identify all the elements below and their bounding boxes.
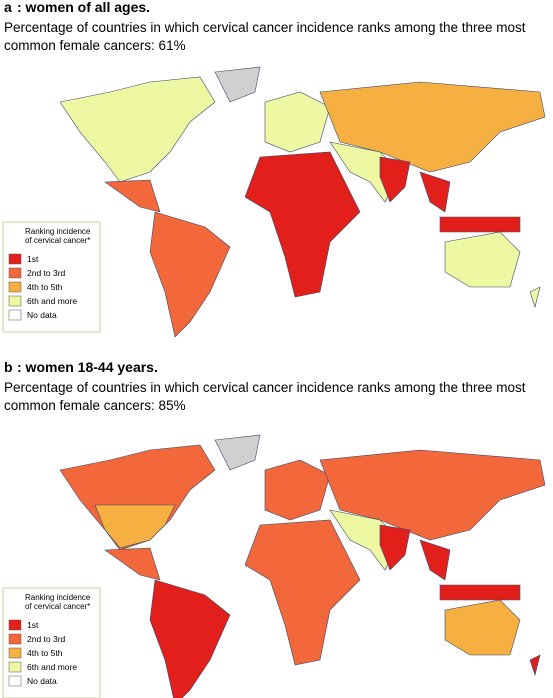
legend-label: 2nd to 3rd bbox=[27, 634, 66, 644]
legend-label: 1st bbox=[27, 620, 39, 630]
legend-swatch bbox=[8, 647, 22, 659]
legend-swatch bbox=[8, 281, 22, 293]
legend-title: of cervical cancer* bbox=[25, 236, 90, 245]
region bbox=[444, 599, 521, 656]
legend-title: Ranking incidence bbox=[25, 593, 91, 602]
subtitle: Percentage of countries in which cervica… bbox=[4, 380, 526, 395]
region bbox=[419, 539, 451, 581]
panel-b: b : women 18-44 years. Percentage of cou… bbox=[2, 359, 546, 698]
region bbox=[149, 579, 231, 698]
subtitle: Percentage of countries in which cervica… bbox=[4, 20, 526, 35]
region bbox=[244, 151, 361, 298]
region bbox=[104, 179, 161, 213]
region bbox=[149, 211, 231, 338]
legend-label: 6th and more bbox=[27, 296, 77, 306]
subtitle: common female cancers: 85% bbox=[4, 398, 186, 413]
legend-label: No data bbox=[27, 676, 57, 686]
legend-label: 6th and more bbox=[27, 662, 77, 672]
region bbox=[214, 66, 261, 103]
region bbox=[444, 231, 521, 288]
region bbox=[439, 584, 521, 601]
panel-title: : women 18-44 years. bbox=[17, 359, 158, 375]
legend-swatch bbox=[8, 675, 22, 687]
legend-label: 4th to 5th bbox=[27, 648, 63, 658]
world-map bbox=[59, 434, 546, 698]
legend-swatch bbox=[8, 619, 22, 631]
legend-label: No data bbox=[27, 310, 57, 320]
panel-label: b bbox=[4, 359, 13, 375]
legend-label: 4th to 5th bbox=[27, 282, 63, 292]
legend-label: 2nd to 3rd bbox=[27, 268, 66, 278]
region bbox=[529, 286, 541, 308]
subtitle: common female cancers: 61% bbox=[4, 38, 186, 53]
region bbox=[264, 459, 331, 521]
region bbox=[214, 434, 261, 471]
region bbox=[529, 654, 541, 676]
region bbox=[264, 91, 331, 153]
region bbox=[104, 547, 161, 581]
legend-title: of cervical cancer* bbox=[25, 602, 90, 611]
region bbox=[439, 216, 521, 233]
legend-swatch bbox=[8, 253, 22, 265]
legend-title: Ranking incidence bbox=[25, 227, 91, 236]
region bbox=[419, 171, 451, 213]
legend-swatch bbox=[8, 295, 22, 307]
region bbox=[59, 76, 216, 183]
legend-swatch bbox=[8, 661, 22, 673]
panel-a: a : women of all ages. Percentage of cou… bbox=[2, 0, 546, 338]
world-map bbox=[59, 66, 546, 338]
legend-swatch bbox=[8, 309, 22, 321]
legend-swatch bbox=[8, 267, 22, 279]
legend-swatch bbox=[8, 633, 22, 645]
panel-label: a bbox=[4, 0, 12, 15]
legend-label: 1st bbox=[27, 254, 39, 264]
panel-title: : women of all ages. bbox=[17, 0, 150, 15]
region bbox=[244, 519, 361, 666]
region bbox=[94, 504, 176, 549]
